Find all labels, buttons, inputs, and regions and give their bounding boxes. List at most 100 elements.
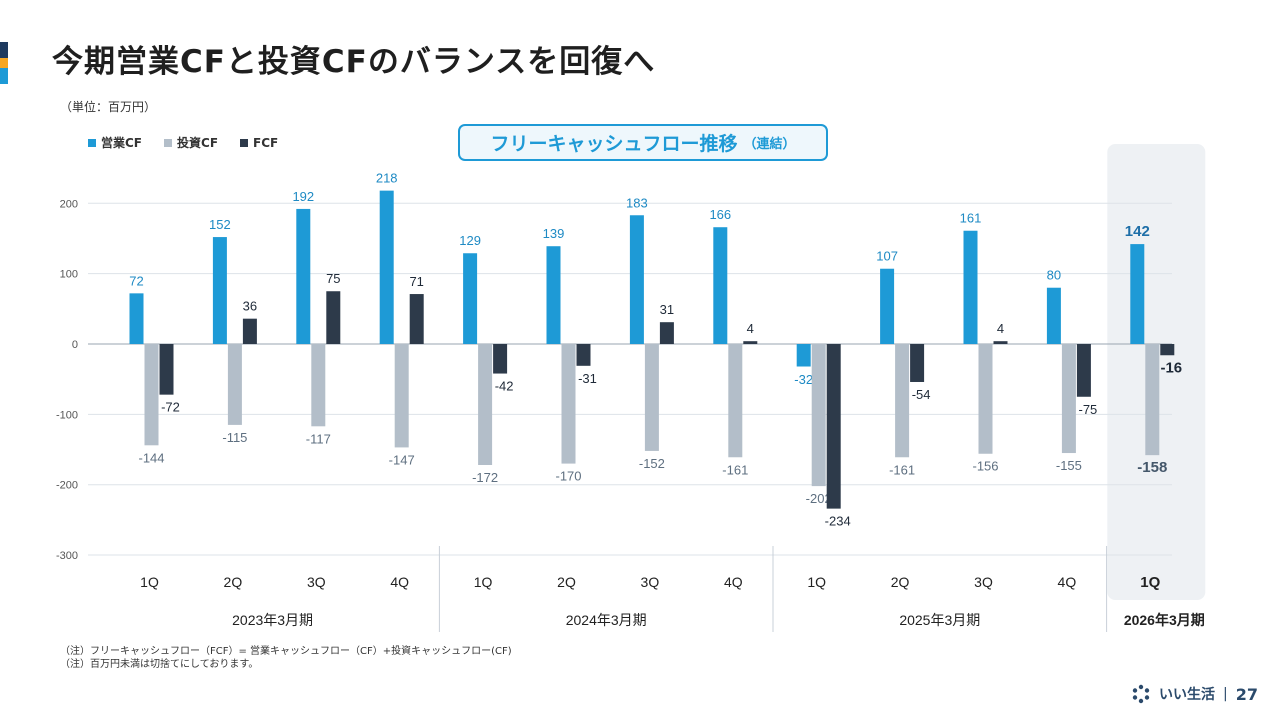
data-label-investing: -172 (472, 470, 498, 485)
data-label-fcf: 4 (997, 321, 1004, 336)
data-label-operating: 218 (376, 171, 398, 186)
footnote-1: （注）フリーキャッシュフロー（FCF）= 営業キャッシュフロー（CF）+投資キャ… (60, 646, 512, 657)
bar-operating (713, 227, 728, 344)
fcf-bar-chart: 200 100 0 -100 -200 -300 72 152 192 218 129 139 183 1… (56, 144, 1206, 632)
bar-fcf (1160, 344, 1175, 356)
x-tick-label: 3Q (307, 574, 326, 590)
chart-legend: 営業CF 投資CF FCF (88, 134, 278, 151)
data-label-investing: -161 (889, 462, 915, 477)
bar-investing (1061, 344, 1076, 454)
y-tick-label: 200 (60, 198, 78, 210)
bar-operating (880, 268, 895, 344)
data-label-operating: 129 (459, 233, 481, 248)
bar-fcf (743, 341, 758, 344)
bar-operating (546, 246, 561, 344)
data-label-fcf: -75 (1079, 402, 1098, 417)
data-label-investing: -117 (306, 431, 331, 446)
bar-fcf (159, 344, 174, 395)
data-label-investing: -115 (222, 430, 247, 445)
bar-operating (796, 344, 811, 367)
data-label-operating: 183 (626, 195, 648, 210)
bar-operating (296, 208, 311, 344)
data-label-fcf: 75 (326, 271, 340, 286)
bar-operating (379, 190, 394, 344)
bar-investing (895, 344, 910, 458)
x-tick-label: 4Q (724, 574, 743, 590)
legend-item-operating: 営業CF (88, 134, 142, 151)
bar-operating (1130, 244, 1145, 344)
bar-investing (978, 344, 993, 454)
data-label-fcf: 31 (660, 302, 674, 317)
data-label-investing: -147 (389, 452, 415, 467)
bar-investing (644, 344, 659, 451)
bar-operating (963, 230, 978, 344)
bar-fcf (910, 344, 925, 382)
bar-fcf (1076, 344, 1091, 397)
bar-investing (1145, 344, 1160, 456)
hexagon-ring-icon (1132, 684, 1150, 704)
page-number: 27 (1235, 684, 1258, 704)
legend-swatch-operating (88, 138, 96, 147)
bar-operating (212, 237, 227, 344)
page-title: 今期営業CFと投資CFのバランスを回復へ (52, 44, 656, 80)
chart-title: フリーキャッシュフロー推移 (490, 133, 738, 155)
data-label-investing: -155 (1056, 458, 1082, 473)
legend-label-fcf: FCF (253, 135, 279, 150)
data-label-operating: -32 (794, 372, 813, 387)
legend-swatch-fcf (240, 138, 249, 147)
bar-operating (629, 215, 644, 344)
footer: いい生活 | 27 (1131, 684, 1258, 704)
bar-operating (1046, 287, 1061, 344)
data-label-operating: 192 (292, 189, 314, 204)
x-tick-label: 4Q (1058, 574, 1077, 590)
accent-bar-navy (0, 42, 8, 58)
bar-investing (478, 344, 493, 466)
bar-fcf (409, 294, 424, 344)
x-tick-label: 4Q (390, 574, 409, 590)
bar-investing (811, 344, 826, 487)
footer-separator: | (1223, 686, 1228, 702)
y-tick-label: 100 (60, 269, 78, 281)
data-label-investing: -161 (722, 462, 748, 477)
x-tick-label: 1Q (807, 574, 826, 590)
data-label-fcf: 71 (409, 274, 423, 289)
bar-fcf (493, 344, 508, 374)
x-tick-label: 3Q (974, 574, 993, 590)
bar-fcf (326, 291, 341, 344)
data-label-fcf: -16 (1160, 359, 1182, 376)
x-tick-label: 1Q (1140, 574, 1160, 591)
legend-swatch-investing (164, 138, 173, 147)
data-label-investing: -152 (639, 456, 665, 471)
legend-label-investing: 投資CF (177, 136, 219, 150)
data-label-operating: 107 (876, 249, 898, 264)
data-label-investing: -170 (555, 469, 581, 484)
data-label-fcf: -31 (578, 371, 597, 386)
bar-investing (311, 344, 326, 427)
bar-operating (129, 293, 144, 344)
data-label-fcf: 4 (747, 321, 754, 336)
legend-item-fcf: FCF (240, 134, 278, 151)
data-label-operating: 142 (1125, 223, 1150, 240)
bar-operating (463, 253, 478, 344)
data-label-operating: 161 (960, 211, 982, 226)
data-label-operating: 152 (209, 217, 231, 232)
group-label: 2025年3月期 (899, 612, 980, 628)
data-label-fcf: 36 (243, 299, 257, 314)
group-label: 2024年3月期 (566, 612, 647, 628)
legend-label-operating: 営業CF (101, 136, 143, 150)
bar-investing (144, 344, 159, 446)
data-label-investing: -202 (806, 491, 832, 506)
data-label-operating: 166 (709, 207, 731, 222)
y-tick-label: -200 (56, 480, 78, 492)
bar-fcf (993, 341, 1008, 344)
data-label-fcf: -42 (495, 379, 514, 394)
legend-item-investing: 投資CF (164, 134, 218, 151)
x-tick-label: 1Q (140, 574, 159, 590)
y-tick-label: -100 (56, 409, 78, 421)
data-label-fcf: -72 (161, 400, 180, 415)
chart-subtitle: （連結） (743, 137, 796, 152)
data-label-investing: -158 (1137, 459, 1167, 476)
x-tick-label: 2Q (891, 574, 910, 590)
group-label: 2023年3月期 (232, 612, 313, 628)
chart-title-box: フリーキャッシュフロー推移 （連結） (458, 124, 828, 161)
